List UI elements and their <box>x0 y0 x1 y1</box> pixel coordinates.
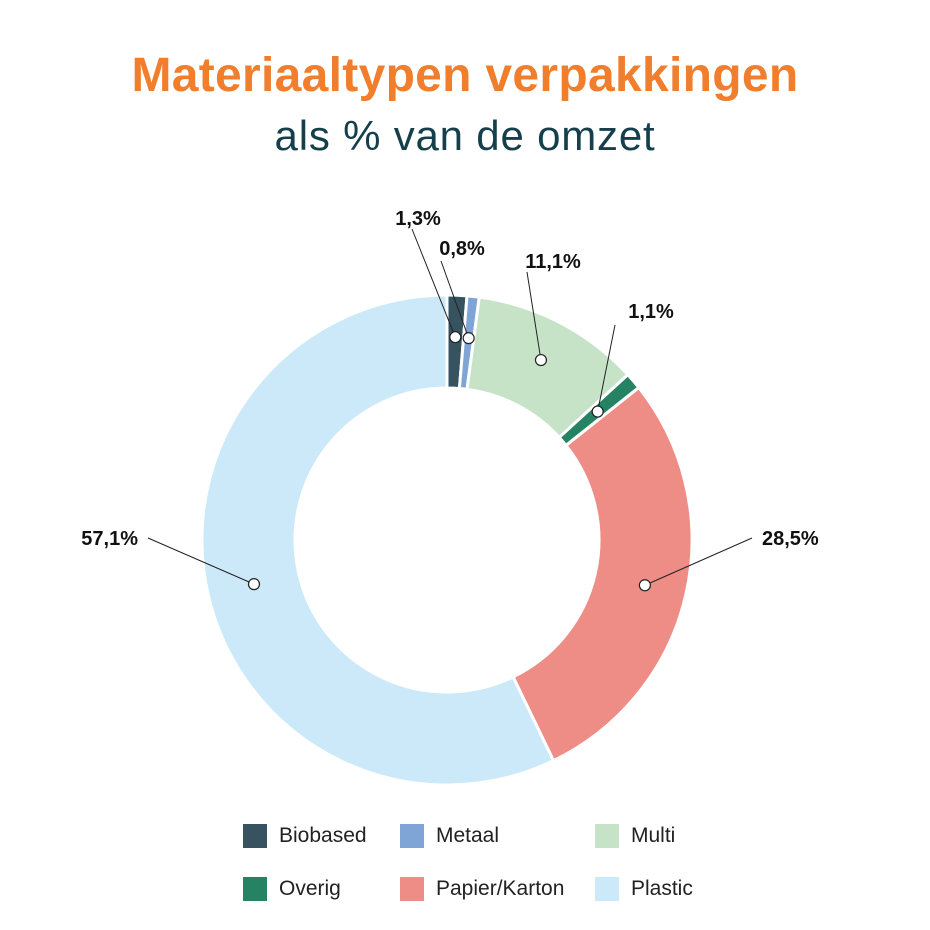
data-label-biobased: 1,3% <box>395 208 441 230</box>
marker-dot-biobased <box>449 331 462 344</box>
chart-title: Materiaaltypen verpakkingen <box>131 49 799 102</box>
marker-dot-overig <box>591 405 604 418</box>
legend-label-plastic: Plastic <box>631 877 693 900</box>
leader-line-plastic <box>147 537 255 585</box>
legend-label-overig: Overig <box>279 877 341 900</box>
data-label-overig: 1,1% <box>628 301 674 323</box>
marker-dot-multi <box>534 353 548 367</box>
legend-label-biobased: Biobased <box>279 824 367 847</box>
legend-label-metaal: Metaal <box>436 824 500 847</box>
legend-swatch-papier-karton <box>400 877 424 901</box>
data-label-metaal: 0,8% <box>439 238 485 260</box>
chart-subtitle: als % van de omzet <box>274 112 656 159</box>
legend-swatch-overig <box>243 877 267 901</box>
legend-item-biobased: Biobased <box>243 823 367 849</box>
leader-line-papier-karton <box>644 537 753 586</box>
marker-dot-metaal <box>462 332 475 345</box>
donut-slice-papier-karton <box>511 386 694 763</box>
data-label-multi: 11,1% <box>525 251 581 273</box>
data-label-papier-karton: 28,5% <box>762 528 819 550</box>
leader-line-biobased <box>411 228 456 338</box>
legend-item-multi: Multi <box>595 823 675 849</box>
data-label-plastic: 57,1% <box>81 528 138 550</box>
legend-item-papier-karton: Papier/Karton <box>400 876 564 902</box>
legend-item-plastic: Plastic <box>595 876 693 902</box>
legend-swatch-biobased <box>243 824 267 848</box>
leader-line-overig <box>597 324 616 412</box>
marker-dot-papier-karton <box>638 579 651 592</box>
marker-dot-plastic <box>247 578 261 591</box>
legend-label-multi: Multi <box>631 824 676 847</box>
legend-item-overig: Overig <box>243 876 341 902</box>
legend-item-metaal: Metaal <box>400 823 499 849</box>
donut-slice-plastic <box>200 293 555 787</box>
legend-swatch-plastic <box>595 877 619 901</box>
leader-line-multi <box>526 271 542 361</box>
legend-swatch-multi <box>595 824 619 848</box>
leader-line-metaal <box>440 260 470 339</box>
legend-swatch-metaal <box>400 824 424 848</box>
legend-label-papier-karton: Papier/Karton <box>436 877 565 900</box>
